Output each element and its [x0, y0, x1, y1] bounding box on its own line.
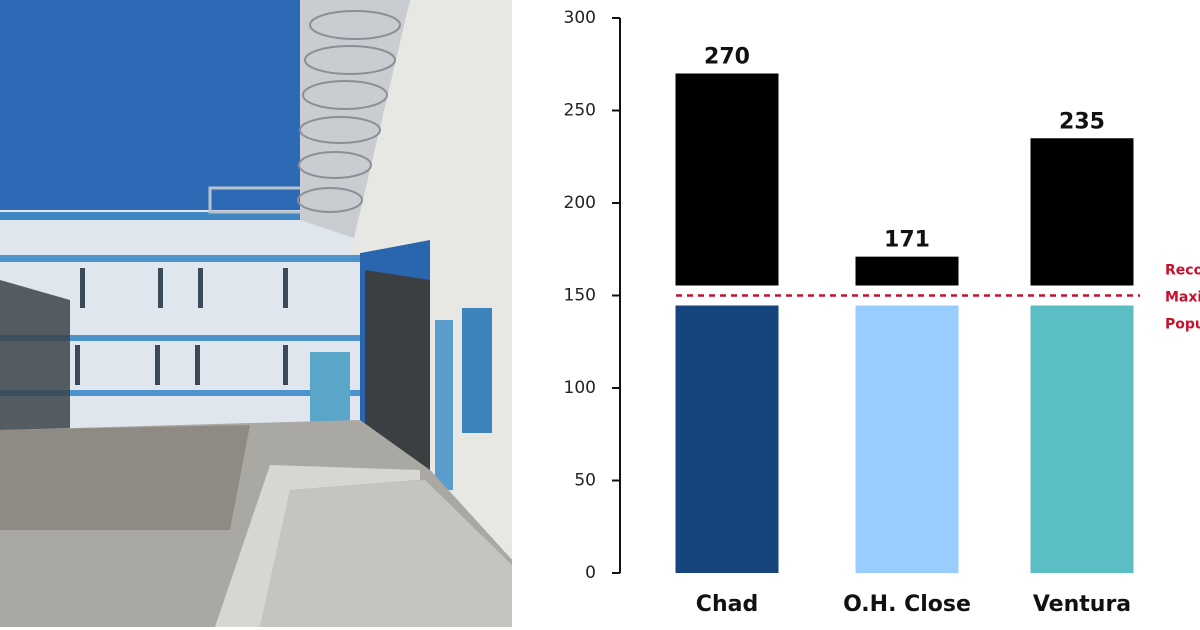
bar-excess — [675, 73, 779, 286]
bar — [855, 305, 959, 573]
y-tick-label: 200 — [564, 193, 596, 213]
y-tick-label: 150 — [564, 286, 596, 306]
reference-label: Maximum — [1165, 290, 1200, 306]
y-tick-label: 100 — [564, 378, 596, 398]
value-label: 171 — [884, 228, 930, 253]
reference-label: Population — [1165, 317, 1200, 333]
photo — [0, 0, 512, 627]
value-label: 270 — [704, 45, 750, 70]
reference-label: Recommended — [1165, 263, 1200, 279]
value-label: 235 — [1059, 109, 1105, 134]
y-tick-label: 0 — [585, 563, 596, 583]
bar — [675, 305, 779, 573]
x-tick-label: Ventura — [1033, 592, 1131, 617]
y-tick-label: 250 — [564, 101, 596, 121]
bar-excess — [1030, 138, 1134, 286]
y-tick-label: 50 — [574, 471, 596, 491]
x-tick-label: O.H. Close — [843, 592, 971, 617]
x-tick-label: Chad — [696, 592, 758, 617]
y-tick-label: 300 — [564, 8, 596, 28]
bar — [1030, 305, 1134, 573]
bar-excess — [855, 256, 959, 286]
